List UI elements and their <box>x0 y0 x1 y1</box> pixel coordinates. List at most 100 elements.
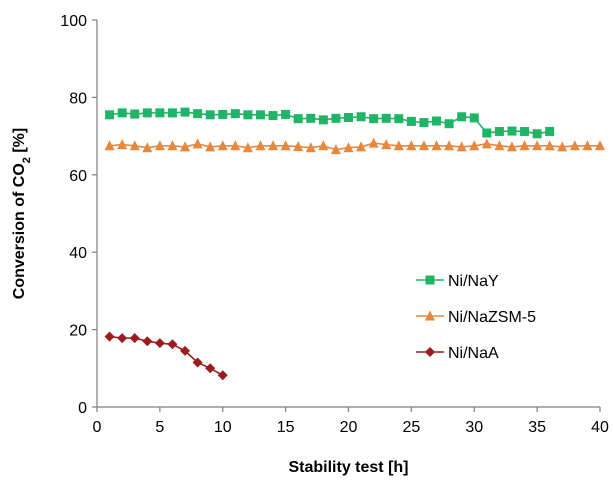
data-point-ni-nazsm-5 <box>280 140 291 151</box>
data-point-ni-nay <box>532 129 542 139</box>
data-point-ni-nay <box>130 109 140 119</box>
data-point-ni-nay <box>444 119 454 129</box>
data-point-ni-nazsm-5 <box>532 140 543 151</box>
data-point-ni-nazsm-5 <box>418 140 429 151</box>
data-point-ni-naa <box>142 336 153 347</box>
y-axis-title-suffix: [%] <box>11 128 28 157</box>
data-point-ni-nazsm-5 <box>519 140 530 151</box>
data-point-ni-nay <box>457 112 467 122</box>
data-point-ni-nazsm-5 <box>431 140 442 151</box>
data-point-ni-nazsm-5 <box>393 140 404 151</box>
data-point-ni-nay <box>507 126 517 136</box>
data-point-ni-nazsm-5 <box>356 141 367 152</box>
legend-marker <box>425 275 435 285</box>
data-point-ni-naa <box>129 333 140 344</box>
y-axis-title-subscript: 2 <box>21 157 33 163</box>
data-point-ni-nazsm-5 <box>481 138 492 149</box>
data-point-ni-nazsm-5 <box>330 144 341 155</box>
data-point-ni-nay <box>356 112 366 122</box>
x-tick-label: 20 <box>340 419 358 436</box>
series-ni-nazsm-5 <box>104 137 605 155</box>
data-point-ni-nay <box>482 128 492 138</box>
data-point-ni-nay <box>406 116 416 126</box>
legend: Ni/NaY Ni/NaZSM-5 Ni/NaA <box>416 273 536 362</box>
x-tick-label: 0 <box>93 419 102 436</box>
data-point-ni-nay <box>520 126 530 136</box>
data-point-ni-nazsm-5 <box>506 141 517 152</box>
data-point-ni-nazsm-5 <box>154 140 165 151</box>
y-tick-label: 60 <box>69 168 87 185</box>
data-point-ni-nay <box>281 109 291 119</box>
x-tick-label: 25 <box>402 419 420 436</box>
x-tick-label: 10 <box>214 419 232 436</box>
legend-marker <box>425 347 435 357</box>
data-point-ni-naa <box>217 370 228 381</box>
legend-label: Ni/NaA <box>448 345 499 362</box>
data-point-ni-nay <box>230 109 240 119</box>
data-point-ni-nazsm-5 <box>129 140 140 151</box>
data-point-ni-nay <box>331 113 341 123</box>
legend-label: Ni/NaZSM-5 <box>448 309 536 326</box>
data-point-ni-nazsm-5 <box>469 140 480 151</box>
data-point-ni-nay <box>243 110 253 120</box>
data-point-ni-nay <box>167 108 177 118</box>
series-line-ni-naa <box>109 335 224 376</box>
x-tick-label: 15 <box>277 419 295 436</box>
data-point-ni-nazsm-5 <box>544 140 555 151</box>
data-point-ni-naa <box>154 338 165 349</box>
data-point-ni-nay <box>369 114 379 124</box>
data-point-ni-nay <box>381 113 391 123</box>
data-point-ni-nay <box>306 113 316 123</box>
data-point-ni-nazsm-5 <box>142 142 153 153</box>
y-ticks: 0 20 40 60 80 100 <box>60 13 97 417</box>
data-point-ni-nazsm-5 <box>595 140 605 151</box>
y-tick-label: 80 <box>69 90 87 107</box>
data-point-ni-naa <box>192 357 203 368</box>
data-point-ni-nazsm-5 <box>381 139 392 150</box>
data-point-ni-nazsm-5 <box>104 140 115 151</box>
data-point-ni-nay <box>180 107 190 117</box>
data-point-ni-nay <box>293 114 303 124</box>
data-point-ni-nay <box>432 116 442 126</box>
x-tick-label: 5 <box>155 419 164 436</box>
y-axis-title: Conversion of CO2 [%] <box>11 128 33 299</box>
data-point-ni-nazsm-5 <box>293 141 304 152</box>
legend-marker <box>425 310 435 321</box>
data-point-ni-naa <box>167 339 178 350</box>
x-tick-label: 35 <box>528 419 546 436</box>
data-point-ni-nay <box>394 114 404 124</box>
x-ticks: 0 5 10 15 20 25 30 35 40 <box>93 407 609 436</box>
data-point-ni-nay <box>117 108 127 118</box>
data-point-ni-nay <box>318 115 328 125</box>
data-point-ni-nay <box>469 113 479 123</box>
legend-item-ni-naa: Ni/NaA <box>416 345 499 362</box>
data-point-ni-nazsm-5 <box>192 138 203 149</box>
data-point-ni-nazsm-5 <box>318 140 329 151</box>
y-tick-label: 40 <box>69 245 87 262</box>
data-point-ni-nay <box>142 108 152 118</box>
series-ni-naa <box>104 331 228 381</box>
x-axis-title: Stability test [h] <box>288 459 408 476</box>
y-tick-label: 100 <box>60 13 87 30</box>
data-point-ni-nazsm-5 <box>582 140 593 151</box>
data-point-ni-nay <box>255 110 265 120</box>
y-axis-title-main: Conversion of CO <box>11 163 28 299</box>
data-point-ni-nazsm-5 <box>456 141 467 152</box>
data-point-ni-nazsm-5 <box>167 140 178 151</box>
data-point-ni-nazsm-5 <box>406 140 417 151</box>
data-point-ni-nazsm-5 <box>569 140 580 151</box>
data-point-ni-nazsm-5 <box>444 140 455 151</box>
data-point-ni-nay <box>344 113 353 123</box>
data-point-ni-nazsm-5 <box>305 142 316 153</box>
data-point-ni-nazsm-5 <box>230 140 241 151</box>
data-point-ni-naa <box>104 331 115 342</box>
data-point-ni-nazsm-5 <box>494 140 505 151</box>
data-point-ni-nay <box>105 110 115 120</box>
data-point-ni-nazsm-5 <box>180 141 191 152</box>
legend-item-ni-nay: Ni/NaY <box>416 273 499 290</box>
y-tick-label: 0 <box>78 400 87 417</box>
x-tick-label: 40 <box>591 419 609 436</box>
data-point-ni-nay <box>268 111 278 121</box>
data-point-ni-naa <box>205 363 216 374</box>
